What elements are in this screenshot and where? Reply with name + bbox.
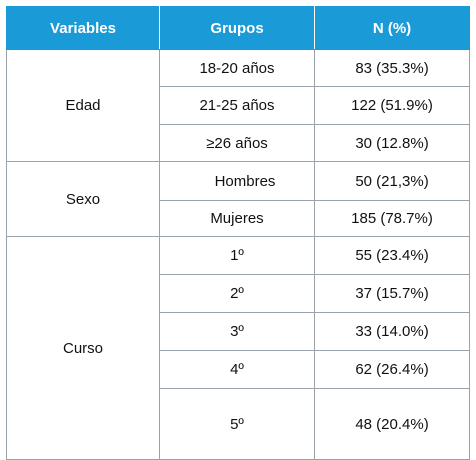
grupo-cell: Mujeres [159, 200, 315, 237]
table-row: 4º 62 (26.4%) [7, 350, 470, 389]
table-container: Variables Grupos N (%) Edad 18-20 años 8… [6, 6, 470, 460]
n-cell: 30 (12.8%) [314, 124, 470, 162]
table-header: Variables Grupos N (%) [6, 6, 470, 50]
header-n-percent: N (%) [314, 6, 470, 50]
variable-edad: Edad [6, 49, 160, 162]
demographics-table: Variables Grupos N (%) Edad 18-20 años 8… [6, 6, 470, 460]
n-cell: 55 (23.4%) [314, 236, 470, 275]
table-row: Mujeres 185 (78.7%) [7, 200, 470, 237]
n-cell: 48 (20.4%) [314, 388, 470, 460]
table-row: 2º 37 (15.7%) [7, 274, 470, 313]
grupo-cell: 2º [159, 274, 315, 313]
n-cell: 122 (51.9%) [314, 86, 470, 125]
n-cell: 185 (78.7%) [314, 200, 470, 237]
grupo-cell: 18-20 años [159, 49, 315, 87]
grupo-cell: 4º [159, 350, 315, 389]
grupo-cell: 21-25 años [159, 86, 315, 125]
table-body: Edad 18-20 años 83 (35.3%) 21-25 años 12… [6, 49, 470, 460]
table-row: 21-25 años 122 (51.9%) [7, 86, 470, 125]
variable-curso: Curso [6, 236, 160, 460]
n-cell: 50 (21,3%) [314, 161, 470, 201]
grupo-cell: Hombres [159, 161, 315, 201]
grupo-cell: ≥26 años [159, 124, 315, 162]
table-row: Sexo Hombres 50 (21,3%) [6, 161, 470, 237]
grupo-cell: 5º [159, 388, 315, 460]
table-row: ≥26 años 30 (12.8%) [7, 124, 470, 162]
table-row: Curso 1º 55 (23.4%) [6, 236, 470, 460]
n-cell: 62 (26.4%) [314, 350, 470, 389]
table-row: 3º 33 (14.0%) [7, 312, 470, 351]
table-row: Edad 18-20 años 83 (35.3%) [6, 49, 470, 162]
header-variables: Variables [6, 6, 160, 50]
header-grupos: Grupos [159, 6, 315, 50]
n-cell: 37 (15.7%) [314, 274, 470, 313]
variable-sexo: Sexo [6, 161, 160, 237]
header-row: Variables Grupos N (%) [6, 6, 470, 50]
grupo-cell: 3º [159, 312, 315, 351]
n-cell: 83 (35.3%) [314, 49, 470, 87]
grupo-cell: 1º [159, 236, 315, 275]
n-cell: 33 (14.0%) [314, 312, 470, 351]
